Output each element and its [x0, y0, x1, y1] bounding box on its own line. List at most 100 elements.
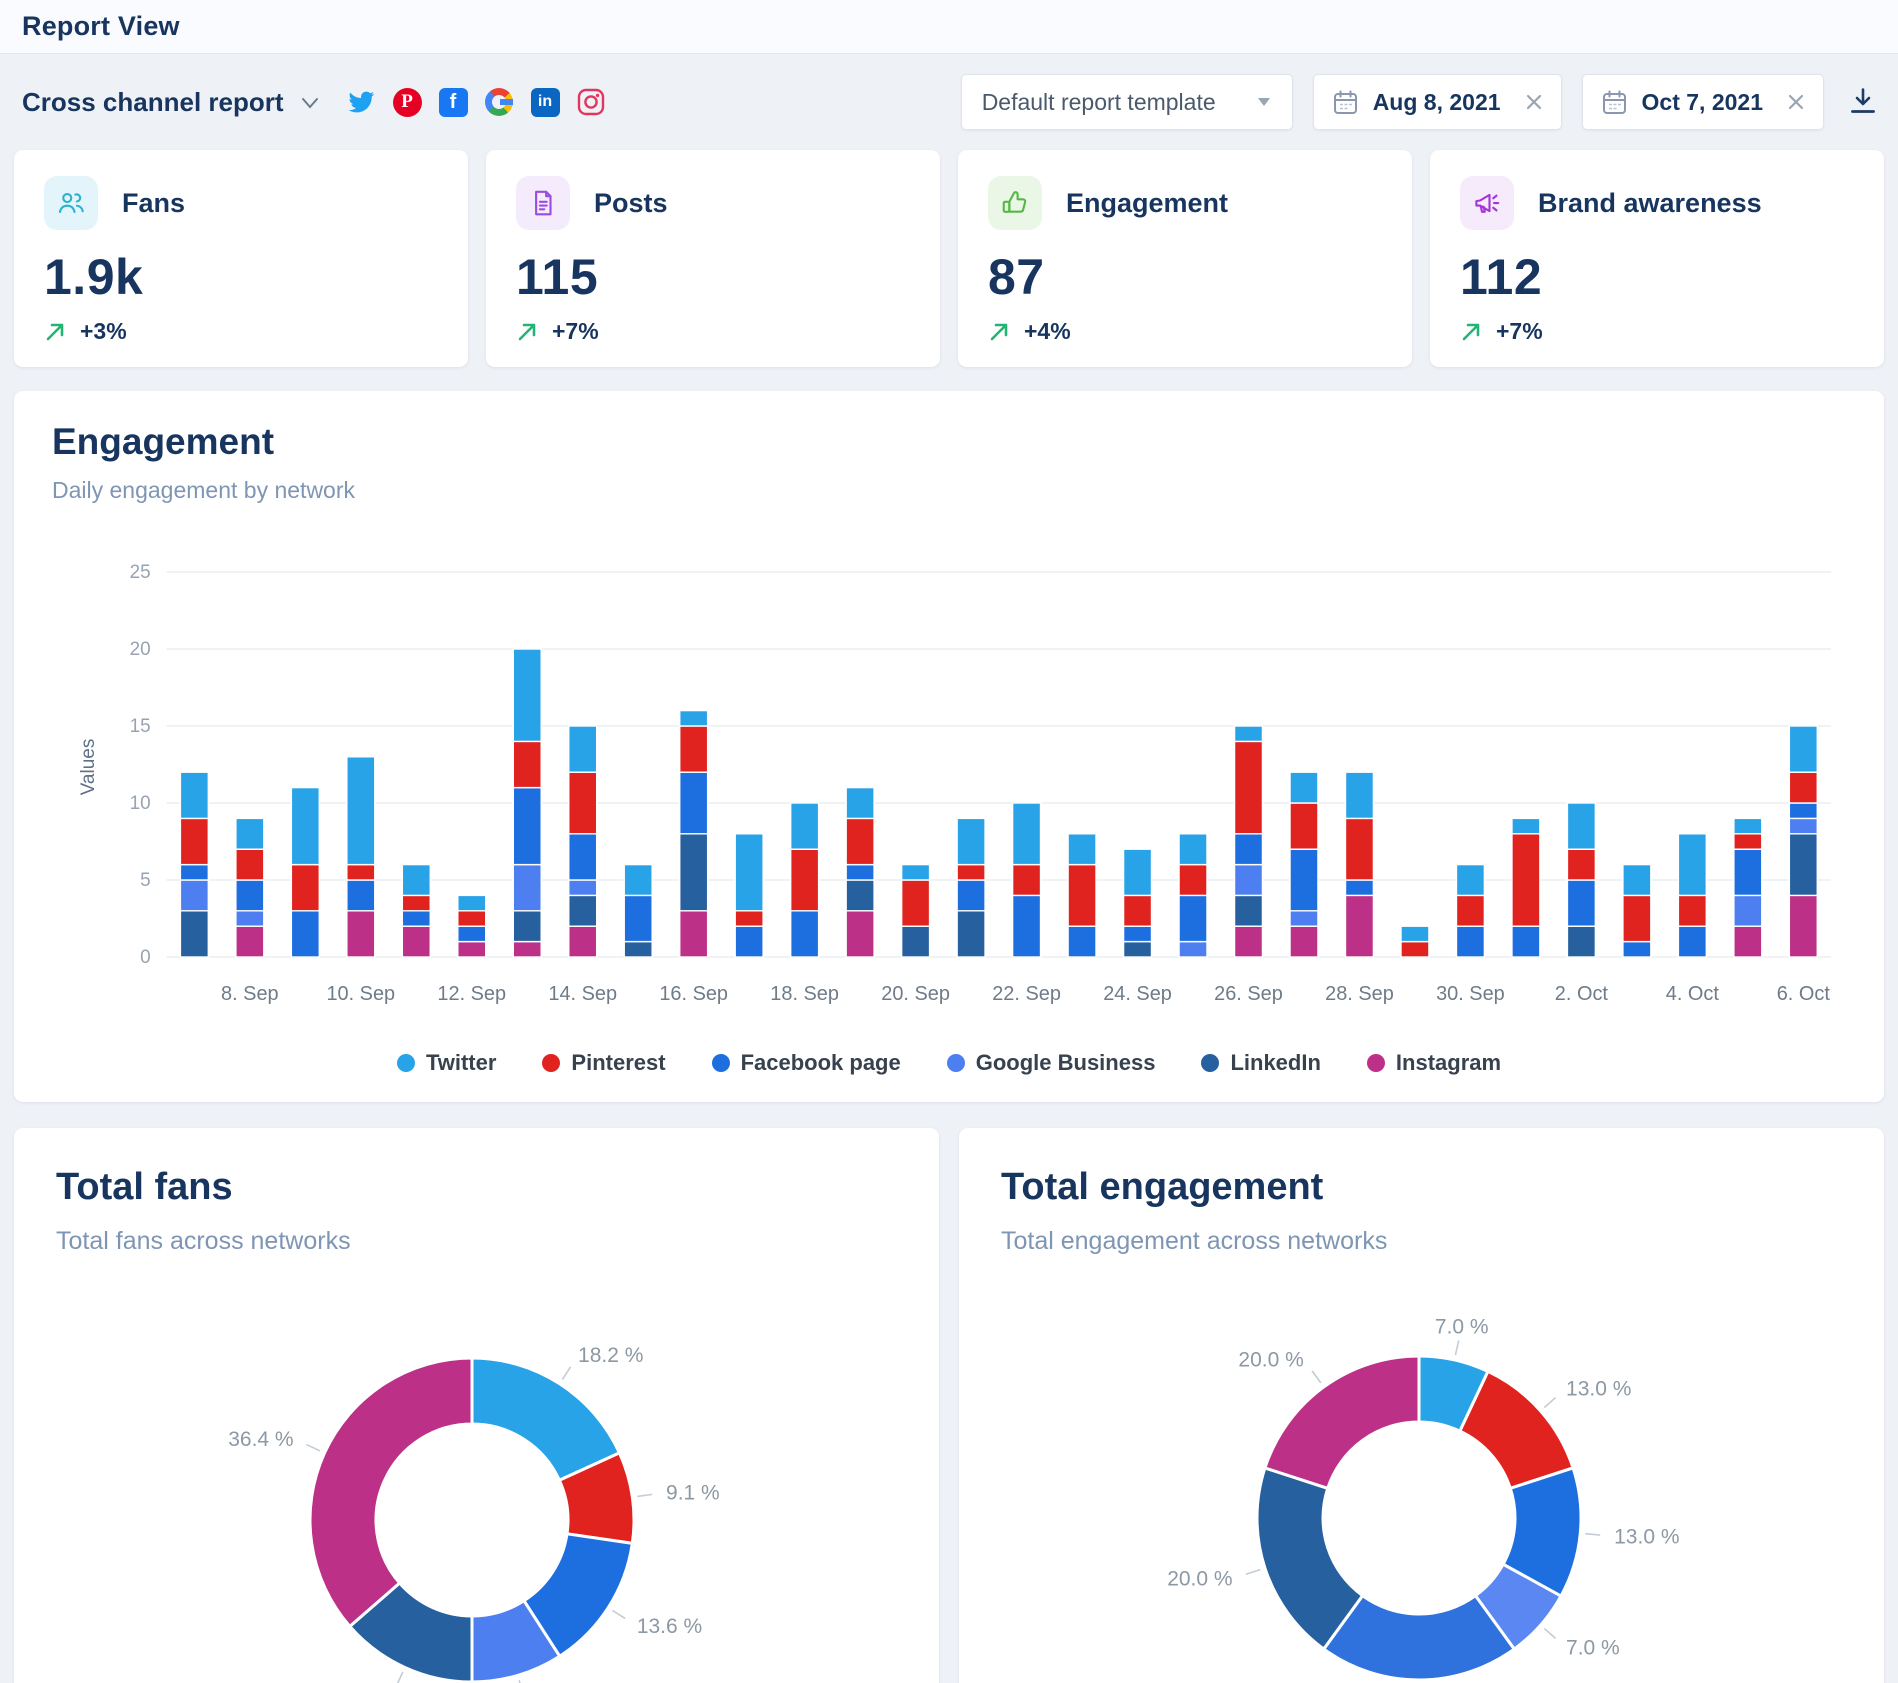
svg-text:20: 20: [130, 639, 151, 660]
legend-dot: [396, 1054, 415, 1072]
kpi-card-brand-awareness: Brand awareness 112 +7%: [1430, 150, 1884, 367]
legend-dot: [946, 1054, 965, 1072]
legend-label: Google Business: [975, 1050, 1156, 1075]
section-title: Total fans: [56, 1166, 233, 1208]
legend-item-instagram[interactable]: Instagram: [1366, 1050, 1502, 1076]
kpi-value: 87: [988, 249, 1045, 305]
legend-label: Instagram: [1395, 1050, 1502, 1075]
kpi-value: 1.9k: [44, 249, 144, 305]
donut-percent-label: 20.0 %: [1238, 1348, 1303, 1371]
download-report-button[interactable]: [1844, 82, 1882, 123]
svg-text:Values: Values: [78, 739, 99, 796]
chart-title: Engagement: [52, 421, 275, 462]
kpi-label: Engagement: [1066, 187, 1229, 218]
svg-text:20. Sep: 20. Sep: [881, 983, 950, 1005]
svg-text:10: 10: [130, 793, 151, 814]
caret-down-icon: [1257, 98, 1270, 106]
chevron-down-icon: [301, 98, 318, 109]
twitter-icon: [346, 87, 377, 118]
kpi-value: 112: [1460, 249, 1543, 305]
instagram-icon: [576, 87, 607, 118]
kpi-card-posts: Posts 115 +7%: [486, 150, 940, 367]
legend-dot: [711, 1054, 730, 1072]
calendar-icon: [1602, 90, 1626, 114]
page-title: Report View: [22, 11, 180, 41]
donut-percent-label: 20.0 %: [1167, 1568, 1232, 1591]
report-name-dropdown[interactable]: Cross channel report: [22, 87, 320, 118]
svg-text:0: 0: [140, 947, 151, 968]
svg-text:25: 25: [130, 562, 151, 583]
users-icon: [44, 176, 98, 230]
kpi-card-engagement: Engagement 87 +4%: [958, 150, 1412, 367]
app-header: Report View: [0, 0, 1898, 54]
kpi-label: Fans: [122, 187, 186, 218]
date-to-field[interactable]: Oct 7, 2021: [1581, 74, 1824, 130]
report-template-value: Default report template: [981, 88, 1216, 115]
svg-text:30. Sep: 30. Sep: [1436, 983, 1505, 1005]
kpi-value: 115: [516, 249, 599, 305]
kpi-trend: +3%: [44, 318, 438, 345]
report-name-label: Cross channel report: [22, 86, 284, 117]
report-template-select[interactable]: Default report template: [960, 74, 1293, 130]
svg-text:22. Sep: 22. Sep: [992, 983, 1061, 1005]
daily-engagement-bar-chart: 0 5 10 15 20 25 Values 8. Sep 10. Sep 12. Sep 14. …: [78, 562, 1832, 1005]
toolbar-right: Default report template Aug 8, 2021 Oct …: [960, 74, 1882, 130]
donut-percent-label: 13.6 %: [637, 1615, 702, 1638]
legend-item-pinterest[interactable]: Pinterest: [542, 1050, 666, 1076]
trend-up-icon: [1462, 323, 1480, 340]
kpi-row: Fans 1.9k +3% Posts 115 +7%: [0, 136, 1898, 367]
donut-percent-label: 7.0 %: [1435, 1316, 1489, 1339]
legend-label: LinkedIn: [1230, 1050, 1321, 1075]
legend-dot: [1201, 1054, 1220, 1072]
date-to-value: Oct 7, 2021: [1641, 88, 1763, 115]
total-fans-donut-chart: 18.2 %9.1 %13.6 %9.1 %13.6 %36.4 %: [228, 1344, 720, 1683]
svg-text:16. Sep: 16. Sep: [659, 983, 728, 1005]
kpi-trend: +7%: [516, 318, 910, 345]
legend-dot: [542, 1054, 561, 1072]
section-subtitle: Total fans across networks: [56, 1227, 351, 1255]
donut-percent-label: 9.1 %: [666, 1481, 720, 1504]
svg-text:15: 15: [130, 716, 151, 737]
legend-item-linkedin[interactable]: LinkedIn: [1201, 1050, 1321, 1076]
clear-date-icon[interactable]: [1787, 93, 1805, 111]
clear-date-icon[interactable]: [1525, 93, 1543, 111]
calendar-icon: [1333, 90, 1357, 114]
kpi-label: Brand awareness: [1538, 187, 1762, 218]
legend-item-twitter[interactable]: Twitter: [396, 1050, 496, 1076]
kpi-trend: +7%: [1460, 318, 1854, 345]
toolbar: Cross channel report P f in: [0, 54, 1898, 136]
legend-item-facebook-page[interactable]: Facebook page: [711, 1050, 901, 1076]
donut-percent-label: 13.0 %: [1614, 1525, 1679, 1548]
chart-subtitle: Daily engagement by network: [52, 477, 355, 503]
donut-percent-label: 13.0 %: [1566, 1377, 1631, 1400]
trend-up-icon: [990, 323, 1008, 340]
engagement-chart-card: Engagement Daily engagement by network 0…: [14, 391, 1884, 1102]
section-title: Total engagement: [1001, 1166, 1324, 1208]
kpi-label: Posts: [594, 187, 668, 218]
thumbs-up-icon: [988, 176, 1042, 230]
svg-text:4. Oct: 4. Oct: [1666, 983, 1720, 1005]
date-from-value: Aug 8, 2021: [1372, 88, 1501, 115]
total-engagement-donut-chart: 7.0 %13.0 %13.0 %7.0 %20.0 %20.0 %20.0 %: [1167, 1316, 1680, 1682]
pinterest-icon: P: [392, 87, 423, 118]
svg-text:2. Oct: 2. Oct: [1555, 983, 1609, 1005]
legend-dot: [1366, 1054, 1385, 1072]
section-subtitle: Total engagement across networks: [1001, 1227, 1388, 1255]
trend-up-icon: [46, 323, 64, 340]
facebook-icon: f: [438, 87, 469, 118]
svg-text:18. Sep: 18. Sep: [770, 983, 839, 1005]
donut-percent-label: 36.4 %: [228, 1428, 293, 1451]
svg-text:6. Oct: 6. Oct: [1777, 983, 1831, 1005]
svg-text:28. Sep: 28. Sep: [1325, 983, 1394, 1005]
kpi-trend: +4%: [988, 318, 1382, 345]
svg-text:8. Sep: 8. Sep: [221, 983, 279, 1005]
date-from-field[interactable]: Aug 8, 2021: [1312, 74, 1562, 130]
legend-label: Facebook page: [740, 1050, 901, 1075]
chart-legend: Twitter Pinterest Facebook page Google Busi…: [52, 1050, 1846, 1084]
linkedin-icon: in: [530, 87, 561, 118]
bottom-row: Total fans Total fans across networks 18…: [14, 1128, 1884, 1683]
legend-label: Pinterest: [571, 1050, 666, 1075]
donut-percent-label: 18.2 %: [578, 1344, 643, 1367]
legend-item-google-business[interactable]: Google Business: [946, 1050, 1156, 1076]
